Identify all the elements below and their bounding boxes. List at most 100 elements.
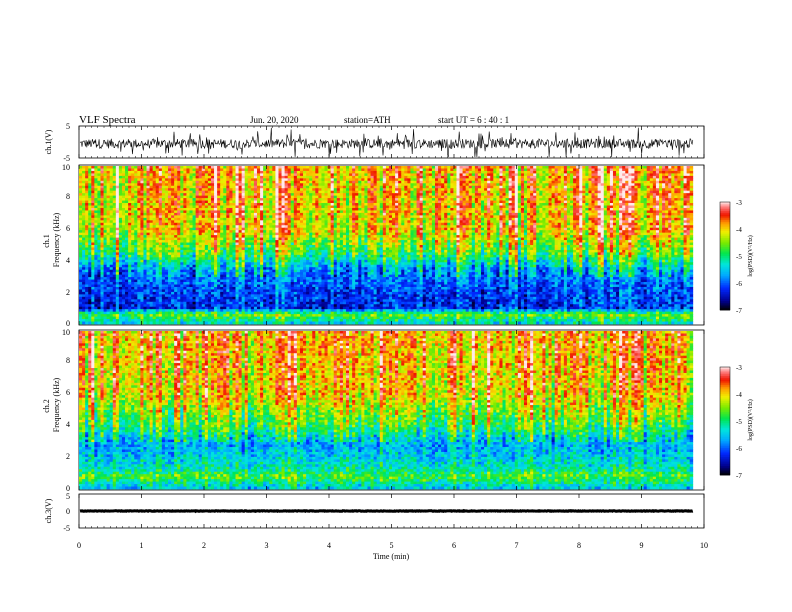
spectrogram-cell bbox=[475, 168, 478, 171]
spectrogram-cell bbox=[460, 198, 463, 201]
spectrogram-cell bbox=[417, 201, 420, 204]
spectrogram-cell bbox=[116, 203, 119, 206]
spectrogram-cell bbox=[383, 181, 386, 184]
spectrogram-cell bbox=[644, 168, 647, 171]
spectrogram-cell bbox=[619, 166, 622, 169]
spectrogram-cell bbox=[263, 220, 266, 223]
spectrogram-cell bbox=[358, 196, 361, 199]
spectrogram-cell bbox=[668, 178, 671, 181]
spectrogram-cell bbox=[131, 206, 134, 209]
spectrogram-cell bbox=[435, 168, 438, 171]
spectrogram-cell bbox=[475, 210, 478, 213]
spectrogram-cell bbox=[282, 181, 285, 184]
spectrogram-cell bbox=[610, 208, 613, 211]
spectrogram-cell bbox=[518, 166, 521, 169]
spectrogram-cell bbox=[229, 218, 232, 221]
spectrogram-cell bbox=[331, 176, 334, 179]
spectrogram-cell bbox=[383, 193, 386, 196]
spectrogram-cell bbox=[441, 171, 444, 174]
spectrogram-cell bbox=[450, 181, 453, 184]
spectrogram-cell bbox=[438, 183, 441, 186]
spectrogram-cell bbox=[239, 215, 242, 218]
spectrogram-cell bbox=[395, 210, 398, 213]
spectrogram-cell bbox=[260, 203, 263, 206]
spectrogram-cell bbox=[137, 173, 140, 176]
spectrogram-cell bbox=[582, 206, 585, 209]
spectrogram-cell bbox=[524, 191, 527, 194]
spectrogram-cell bbox=[282, 188, 285, 191]
spectrogram-cell bbox=[97, 210, 100, 213]
spectrogram-cell bbox=[677, 201, 680, 204]
spectrogram-cell bbox=[687, 213, 690, 216]
spectrogram-cell bbox=[463, 215, 466, 218]
spectrogram-cell bbox=[659, 201, 662, 204]
spectrogram-cell bbox=[475, 223, 478, 226]
spectrogram-cell bbox=[263, 225, 266, 228]
spectrogram-cell bbox=[110, 181, 113, 184]
spectrogram-cell bbox=[536, 218, 539, 221]
spectrogram-cell bbox=[328, 178, 331, 181]
spectrogram-cell bbox=[404, 166, 407, 169]
spectrogram-cell bbox=[128, 206, 131, 209]
spectrogram-cell bbox=[140, 215, 143, 218]
spectrogram-cell bbox=[257, 193, 260, 196]
spectrogram-cell bbox=[644, 171, 647, 174]
spectrogram-cell bbox=[306, 210, 309, 213]
spectrogram-cell bbox=[420, 201, 423, 204]
spectrogram-cell bbox=[88, 171, 91, 174]
spectrogram-cell bbox=[94, 191, 97, 194]
spectrogram-cell bbox=[229, 208, 232, 211]
spectrogram-cell bbox=[272, 201, 275, 204]
spectrogram-cell bbox=[371, 196, 374, 199]
spectrogram-cell bbox=[321, 186, 324, 189]
spectrogram-cell bbox=[239, 196, 242, 199]
spectrogram-cell bbox=[162, 183, 165, 186]
spectrogram-cell bbox=[143, 220, 146, 223]
spectrogram-cell bbox=[591, 188, 594, 191]
spectrogram-cell bbox=[469, 201, 472, 204]
spectrogram-cell bbox=[104, 201, 107, 204]
spectrogram-cell bbox=[413, 171, 416, 174]
spectrogram-cell bbox=[466, 210, 469, 213]
spectrogram-cell bbox=[229, 171, 232, 174]
spectrogram-cell bbox=[254, 198, 257, 201]
spectrogram-cell bbox=[297, 223, 300, 226]
spectrogram-cell bbox=[134, 225, 137, 228]
spectrogram-cell bbox=[441, 215, 444, 218]
spectrogram-cell bbox=[506, 196, 509, 199]
spectrogram-cell bbox=[294, 223, 297, 226]
spectrogram-cell bbox=[573, 173, 576, 176]
spectrogram-cell bbox=[631, 173, 634, 176]
spectrogram-cell bbox=[257, 213, 260, 216]
spectrogram-cell bbox=[291, 225, 294, 228]
spectrogram-cell bbox=[122, 173, 125, 176]
spectrogram-cell bbox=[202, 218, 205, 221]
spectrogram-cell bbox=[481, 201, 484, 204]
spectrogram-cell bbox=[653, 178, 656, 181]
spectrogram-cell bbox=[432, 215, 435, 218]
spectrogram-cell bbox=[665, 171, 668, 174]
spectrogram-cell bbox=[269, 166, 272, 169]
spectrogram-cell bbox=[665, 183, 668, 186]
spectrogram-cell bbox=[496, 186, 499, 189]
spectrogram-cell bbox=[340, 188, 343, 191]
spectrogram-cell bbox=[460, 181, 463, 184]
spectrogram-cell bbox=[450, 225, 453, 228]
spectrogram-cell bbox=[677, 188, 680, 191]
spectrogram-cell bbox=[634, 166, 637, 169]
spectrogram-cell bbox=[334, 215, 337, 218]
spectrogram-cell bbox=[346, 186, 349, 189]
spectrogram-cell bbox=[407, 196, 410, 199]
spectrogram-cell bbox=[220, 168, 223, 171]
spectrogram-cell bbox=[291, 208, 294, 211]
spectrogram-cell bbox=[401, 176, 404, 179]
spectrogram-cell bbox=[285, 225, 288, 228]
spectrogram-cell bbox=[518, 196, 521, 199]
spectrogram-cell bbox=[453, 203, 456, 206]
spectrogram-cell bbox=[644, 176, 647, 179]
spectrogram-cell bbox=[223, 218, 226, 221]
spectrogram-cell bbox=[202, 193, 205, 196]
spectrogram-cell bbox=[530, 223, 533, 226]
spectrogram-cell bbox=[453, 201, 456, 204]
spectrogram-cell bbox=[325, 181, 328, 184]
